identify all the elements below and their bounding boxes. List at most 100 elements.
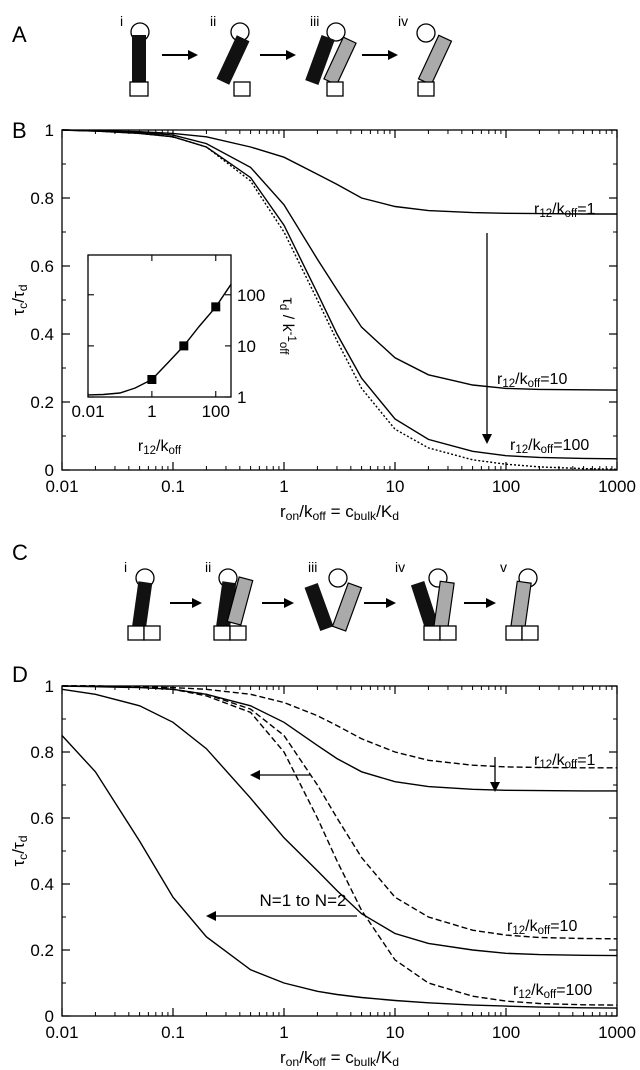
inset-curve bbox=[87, 283, 232, 396]
series-line bbox=[61, 129, 618, 391]
x-tick-label: 1000 bbox=[598, 1023, 636, 1042]
inset-y-axis-label: τd / k-1off bbox=[277, 298, 297, 356]
site-square bbox=[326, 81, 344, 97]
inset-x-tick-label: 0.01 bbox=[71, 402, 104, 421]
y-tick-label: 0.4 bbox=[30, 325, 54, 344]
y-axis-label: τc/τd bbox=[9, 835, 30, 866]
y-tick-label: 0 bbox=[45, 461, 54, 480]
roman-c-v: v bbox=[500, 559, 507, 575]
dark-rod bbox=[132, 35, 146, 85]
y-tick-label: 0.2 bbox=[30, 941, 54, 960]
x-axis-label: ron/koff = cbulk/Kd bbox=[280, 502, 399, 523]
x-axis-label: ron/koff = cbulk/Kd bbox=[280, 1048, 399, 1069]
x-tick-label: 100 bbox=[492, 477, 520, 496]
curve-label: r12/koff=1 bbox=[534, 201, 596, 220]
y-tick-label: 0.6 bbox=[30, 257, 54, 276]
inset-data-point bbox=[147, 374, 157, 384]
y-tick-label: 0.6 bbox=[30, 809, 54, 828]
roman-a-ii: ii bbox=[210, 13, 216, 29]
ligand-circle bbox=[328, 568, 348, 588]
curve-label: r12/koff=100 bbox=[513, 982, 592, 1001]
x-tick-label: 10 bbox=[386, 1023, 405, 1042]
roman-a-iv: iv bbox=[398, 13, 408, 29]
curve-label: r12/koff=1 bbox=[534, 752, 596, 771]
dark-rod bbox=[131, 581, 153, 631]
y-axis-label: τc/τd bbox=[9, 284, 30, 315]
inset-data-point bbox=[179, 341, 189, 351]
panel-label-b: B bbox=[12, 118, 27, 143]
series-line bbox=[61, 685, 617, 792]
y-tick-label: 0 bbox=[45, 1007, 54, 1026]
series-line bbox=[62, 685, 617, 769]
ligand-circle bbox=[326, 22, 346, 42]
x-tick-label: 0.01 bbox=[45, 477, 78, 496]
panel-label-a: A bbox=[12, 22, 27, 47]
site-square bbox=[417, 81, 435, 97]
site-square bbox=[521, 625, 539, 641]
site-square bbox=[439, 625, 457, 641]
x-tick-label: 0.1 bbox=[161, 477, 185, 496]
roman-c-iii: iii bbox=[308, 559, 317, 575]
series-line bbox=[61, 129, 617, 215]
n-change-annotation: N=1 to N=2 bbox=[260, 891, 347, 910]
y-tick-label: 0.4 bbox=[30, 875, 54, 894]
x-tick-label: 0.01 bbox=[45, 1023, 78, 1042]
inset-y-tick-label: 10 bbox=[237, 337, 256, 356]
site-square bbox=[505, 625, 523, 641]
inset-x-tick-label: 100 bbox=[202, 402, 230, 421]
curve-label: r12/koff=100 bbox=[510, 437, 589, 456]
gray-rod bbox=[417, 34, 453, 86]
chart-d: 0.01 0.1 1 10 100 1000 0 0.2 0.4 0.6 0.8 1 ron/koff … bbox=[9, 677, 636, 1069]
curve-label: r12/koff=10 bbox=[497, 371, 567, 390]
panel-label-d: D bbox=[12, 662, 28, 687]
series-line bbox=[61, 688, 618, 957]
inset-data-point bbox=[211, 302, 221, 312]
x-tick-label: 100 bbox=[492, 1023, 520, 1042]
y-tick-label: 0.8 bbox=[30, 743, 54, 762]
gray-rod bbox=[510, 580, 532, 630]
x-tick-label: 1 bbox=[279, 1023, 288, 1042]
site-square bbox=[127, 625, 145, 641]
inset-y-tick-label: 100 bbox=[237, 286, 265, 305]
roman-a-i: i bbox=[120, 13, 123, 29]
inset-chart: 0.01 1 100 1 10 100 r12/koff τd / k-1off bbox=[71, 254, 297, 457]
site-square bbox=[143, 625, 161, 641]
series-line bbox=[61, 129, 618, 470]
roman-c-i: i bbox=[124, 559, 127, 575]
inset-y-tick-label: 1 bbox=[237, 388, 246, 407]
gray-rod bbox=[331, 582, 363, 632]
dark-rod bbox=[305, 35, 335, 85]
gray-rod bbox=[433, 580, 455, 630]
dark-rod bbox=[304, 582, 334, 632]
y-tick-label: 0.2 bbox=[30, 393, 54, 412]
x-tick-label: 1 bbox=[279, 477, 288, 496]
x-tick-label: 0.1 bbox=[161, 1023, 185, 1042]
y-tick-label: 1 bbox=[45, 677, 54, 696]
series-line bbox=[61, 735, 618, 1009]
dark-rod bbox=[216, 35, 250, 85]
curve-label: r12/koff=10 bbox=[507, 918, 577, 937]
y-tick-label: 1 bbox=[45, 121, 54, 140]
site-square bbox=[229, 625, 247, 641]
inset-x-axis-label: r12/koff bbox=[138, 438, 182, 457]
chart-b: 0.01 0.1 1 10 100 1000 0 0.2 0.4 0.6 0.8 1 ron/koff … bbox=[9, 121, 636, 523]
schematic-a: i ii iii iv bbox=[120, 13, 453, 97]
ligand-circle bbox=[416, 23, 436, 43]
panel-label-c: C bbox=[12, 540, 28, 565]
inset-frame bbox=[87, 254, 232, 398]
site-square bbox=[129, 81, 149, 97]
site-square bbox=[213, 625, 231, 641]
site-square bbox=[423, 625, 441, 641]
roman-c-ii: ii bbox=[205, 559, 211, 575]
dark-rod bbox=[410, 581, 440, 631]
x-tick-label: 10 bbox=[386, 477, 405, 496]
schematic-c: i ii iii iv v bbox=[124, 559, 539, 641]
x-tick-label: 1000 bbox=[598, 477, 636, 496]
site-square bbox=[233, 81, 251, 97]
gray-rod bbox=[226, 576, 254, 626]
inset-x-tick-label: 1 bbox=[147, 402, 156, 421]
series-line bbox=[62, 685, 618, 1006]
roman-c-iv: iv bbox=[395, 559, 405, 575]
y-tick-label: 0.8 bbox=[30, 189, 54, 208]
